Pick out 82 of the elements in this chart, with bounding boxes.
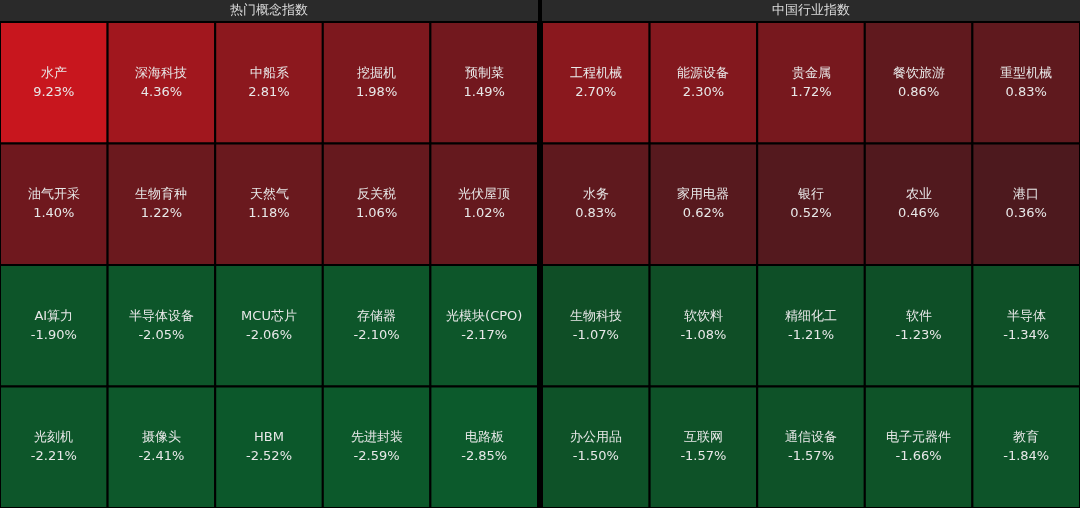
data-label: -1.50% <box>572 448 619 464</box>
category-label: 餐饮旅游 <box>892 64 945 80</box>
data-label: -1.57% <box>680 448 727 464</box>
category-label: 重型机械 <box>1000 64 1053 80</box>
data-label: 0.46% <box>897 205 940 221</box>
data-label: -1.57% <box>788 448 834 464</box>
data-label: 2.30% <box>682 83 725 99</box>
data-label: 1.06% <box>355 205 398 221</box>
data-label: 9.23% <box>33 83 75 99</box>
category-label: 生物育种 <box>135 186 188 202</box>
data-label: 0.62% <box>682 205 725 221</box>
data-label: 0.86% <box>897 83 940 99</box>
data-label: -2.85% <box>461 448 508 464</box>
category-label: 贵金属 <box>791 64 831 80</box>
data-label: -2.41% <box>138 448 185 464</box>
category-label: 半导体设备 <box>128 307 194 323</box>
text: 热门概念指数 <box>230 2 308 17</box>
category-label: 存储器 <box>357 307 397 323</box>
category-label: 电子元器件 <box>886 429 952 445</box>
category-label: 光伏屋顶 <box>458 186 511 202</box>
data-label: -1.23% <box>895 326 942 342</box>
text: 中国行业指数 <box>772 2 850 17</box>
category-label: 教育 <box>1013 429 1040 445</box>
category-label: 软饮料 <box>683 307 723 323</box>
data-label: 4.36% <box>140 83 183 99</box>
data-label: 0.83% <box>1005 83 1047 99</box>
category-label: 互联网 <box>683 429 723 445</box>
data-label: 1.40% <box>33 205 75 221</box>
category-label: HBM <box>254 429 284 445</box>
data-label: -2.17% <box>461 326 508 342</box>
data-label: -1.07% <box>572 326 619 342</box>
category-label: 家用电器 <box>677 186 730 202</box>
data-label: 1.22% <box>140 205 183 221</box>
category-label: 电路板 <box>464 429 504 445</box>
category-label: 工程机械 <box>569 64 622 80</box>
category-label: 挖掘机 <box>357 64 397 80</box>
category-label: 生物科技 <box>569 307 622 323</box>
category-label: 水产 <box>40 64 67 80</box>
category-label: 光刻机 <box>34 429 74 445</box>
data-label: -1.90% <box>30 326 77 342</box>
data-label: 2.81% <box>248 83 290 99</box>
category-label: 光模块(CPO) <box>446 307 523 323</box>
category-label: 银行 <box>797 186 824 202</box>
category-label: MCU芯片 <box>241 307 297 323</box>
category-label: 能源设备 <box>677 64 730 80</box>
category-label: 中船系 <box>249 64 289 80</box>
data-label: -1.08% <box>680 326 727 342</box>
category-label: 水务 <box>582 186 609 202</box>
data-label: 1.49% <box>463 83 505 99</box>
data-label: -2.06% <box>246 326 292 342</box>
data-label: 0.36% <box>1005 205 1047 221</box>
data-label: -2.10% <box>353 326 400 342</box>
data-label: -2.21% <box>30 448 77 464</box>
data-label: 1.98% <box>355 83 398 99</box>
category-label: 反关税 <box>357 186 397 202</box>
category-label: AI算力 <box>34 307 74 323</box>
category-label: 摄像头 <box>141 429 181 445</box>
category-label: 深海科技 <box>135 64 188 80</box>
category-label: 半导体 <box>1006 307 1046 323</box>
data-label: -2.52% <box>246 448 292 464</box>
category-label: 通信设备 <box>785 429 837 445</box>
data-label: 1.18% <box>248 205 290 221</box>
data-label: -1.34% <box>1003 326 1050 342</box>
category-label: 油气开采 <box>27 186 80 202</box>
category-label: 软件 <box>905 307 932 323</box>
data-label: -1.84% <box>1003 448 1050 464</box>
category-label: 天然气 <box>249 186 289 202</box>
category-label: 预制菜 <box>464 64 504 80</box>
category-label: 港口 <box>1013 186 1040 202</box>
data-label: -2.59% <box>353 448 400 464</box>
category-label: 办公用品 <box>569 429 622 445</box>
data-label: 0.83% <box>575 205 617 221</box>
category-label: 先进封装 <box>350 429 403 445</box>
data-label: 0.52% <box>790 205 832 221</box>
data-label: 1.72% <box>790 83 832 99</box>
data-label: -1.21% <box>788 326 834 342</box>
data-label: 2.70% <box>575 83 617 99</box>
category-label: 精细化工 <box>785 307 837 323</box>
data-label: -2.05% <box>138 326 185 342</box>
category-label: 农业 <box>905 186 932 202</box>
data-label: -1.66% <box>895 448 942 464</box>
data-label: 1.02% <box>463 205 505 221</box>
